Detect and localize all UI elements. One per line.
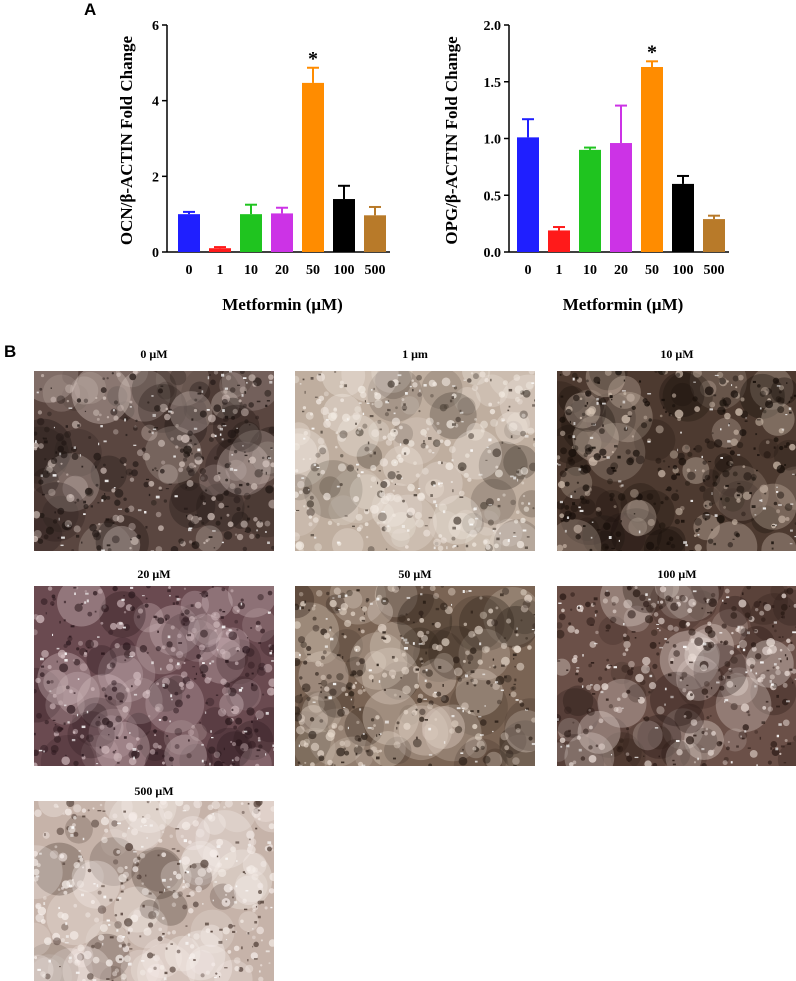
x-tick-label: 20	[614, 263, 628, 278]
y-tick-label: 0.0	[484, 246, 502, 261]
micrograph-label: 20 μM	[34, 567, 274, 582]
x-axis-title: Metformin (μM)	[222, 295, 343, 314]
y-axis-title: OPG/β-ACTIN Fold Change	[442, 36, 461, 245]
y-tick-label: 6	[152, 19, 159, 34]
micrograph-image	[557, 371, 796, 551]
micrograph-texture	[557, 586, 796, 766]
x-tick-label: 1	[217, 263, 224, 278]
bar	[240, 214, 262, 252]
significance-marker: *	[308, 48, 318, 70]
micrograph-texture	[34, 586, 274, 766]
bar	[610, 143, 632, 252]
bar	[641, 67, 663, 252]
micrograph-texture	[34, 371, 274, 551]
x-tick-label: 10	[583, 263, 597, 278]
bar	[579, 150, 601, 252]
bar	[672, 184, 694, 252]
bar	[517, 137, 539, 252]
micrograph-image	[34, 371, 274, 551]
micrograph-label: 0 μM	[34, 347, 274, 362]
micrograph-image	[34, 586, 274, 766]
bar	[548, 230, 570, 252]
bar	[703, 219, 725, 252]
micrograph-texture	[557, 371, 796, 551]
micrograph-texture	[295, 371, 535, 551]
bar	[302, 83, 324, 252]
micrograph-image	[557, 586, 796, 766]
micrograph-label: 100 μM	[557, 567, 796, 582]
x-tick-label: 500	[365, 263, 386, 278]
x-axis-title: Metformin (μM)	[563, 295, 684, 314]
bar	[364, 215, 386, 252]
micrograph-image	[295, 371, 535, 551]
y-tick-label: 2	[152, 170, 159, 185]
significance-marker: *	[647, 41, 657, 63]
micrograph-texture	[34, 801, 274, 981]
micrograph-label: 10 μM	[557, 347, 796, 362]
x-tick-label: 0	[186, 263, 193, 278]
x-tick-label: 20	[275, 263, 289, 278]
x-tick-label: 500	[704, 263, 725, 278]
y-axis-title: OCN/β-ACTIN Fold Change	[117, 35, 136, 245]
y-tick-label: 1.5	[484, 76, 502, 91]
x-tick-label: 10	[244, 263, 258, 278]
y-tick-label: 1.0	[484, 133, 502, 148]
micrograph-label: 50 μM	[295, 567, 535, 582]
micrograph-label: 1 μm	[295, 347, 535, 362]
y-tick-label: 0.5	[484, 189, 502, 204]
x-tick-label: 1	[556, 263, 563, 278]
x-tick-label: 100	[334, 263, 355, 278]
micrograph-texture	[295, 586, 535, 766]
bar	[333, 199, 355, 252]
x-tick-label: 100	[673, 263, 694, 278]
bar	[271, 213, 293, 252]
x-tick-label: 50	[306, 263, 320, 278]
y-tick-label: 0	[152, 246, 159, 261]
opg-bar-chart: 0.0 0.5 1.0 1.5 2.0 OPG/β-ACTIN Fold Change 0 1…	[400, 0, 796, 330]
micrograph-image	[295, 586, 535, 766]
y-tick-label: 4	[152, 95, 159, 110]
x-tick-label: 0	[525, 263, 532, 278]
y-tick-label: 2.0	[484, 19, 502, 34]
bar	[178, 214, 200, 252]
ocn-bar-chart: 0 2 4 6 OCN/β-ACTIN Fold Change 0 1 10 20 * 50 100 5…	[0, 0, 396, 330]
x-tick-label: 50	[645, 263, 659, 278]
panel-label-b: B	[4, 342, 16, 362]
micrograph-image	[34, 801, 274, 981]
bar	[209, 248, 231, 252]
micrograph-label: 500 μM	[34, 784, 274, 799]
